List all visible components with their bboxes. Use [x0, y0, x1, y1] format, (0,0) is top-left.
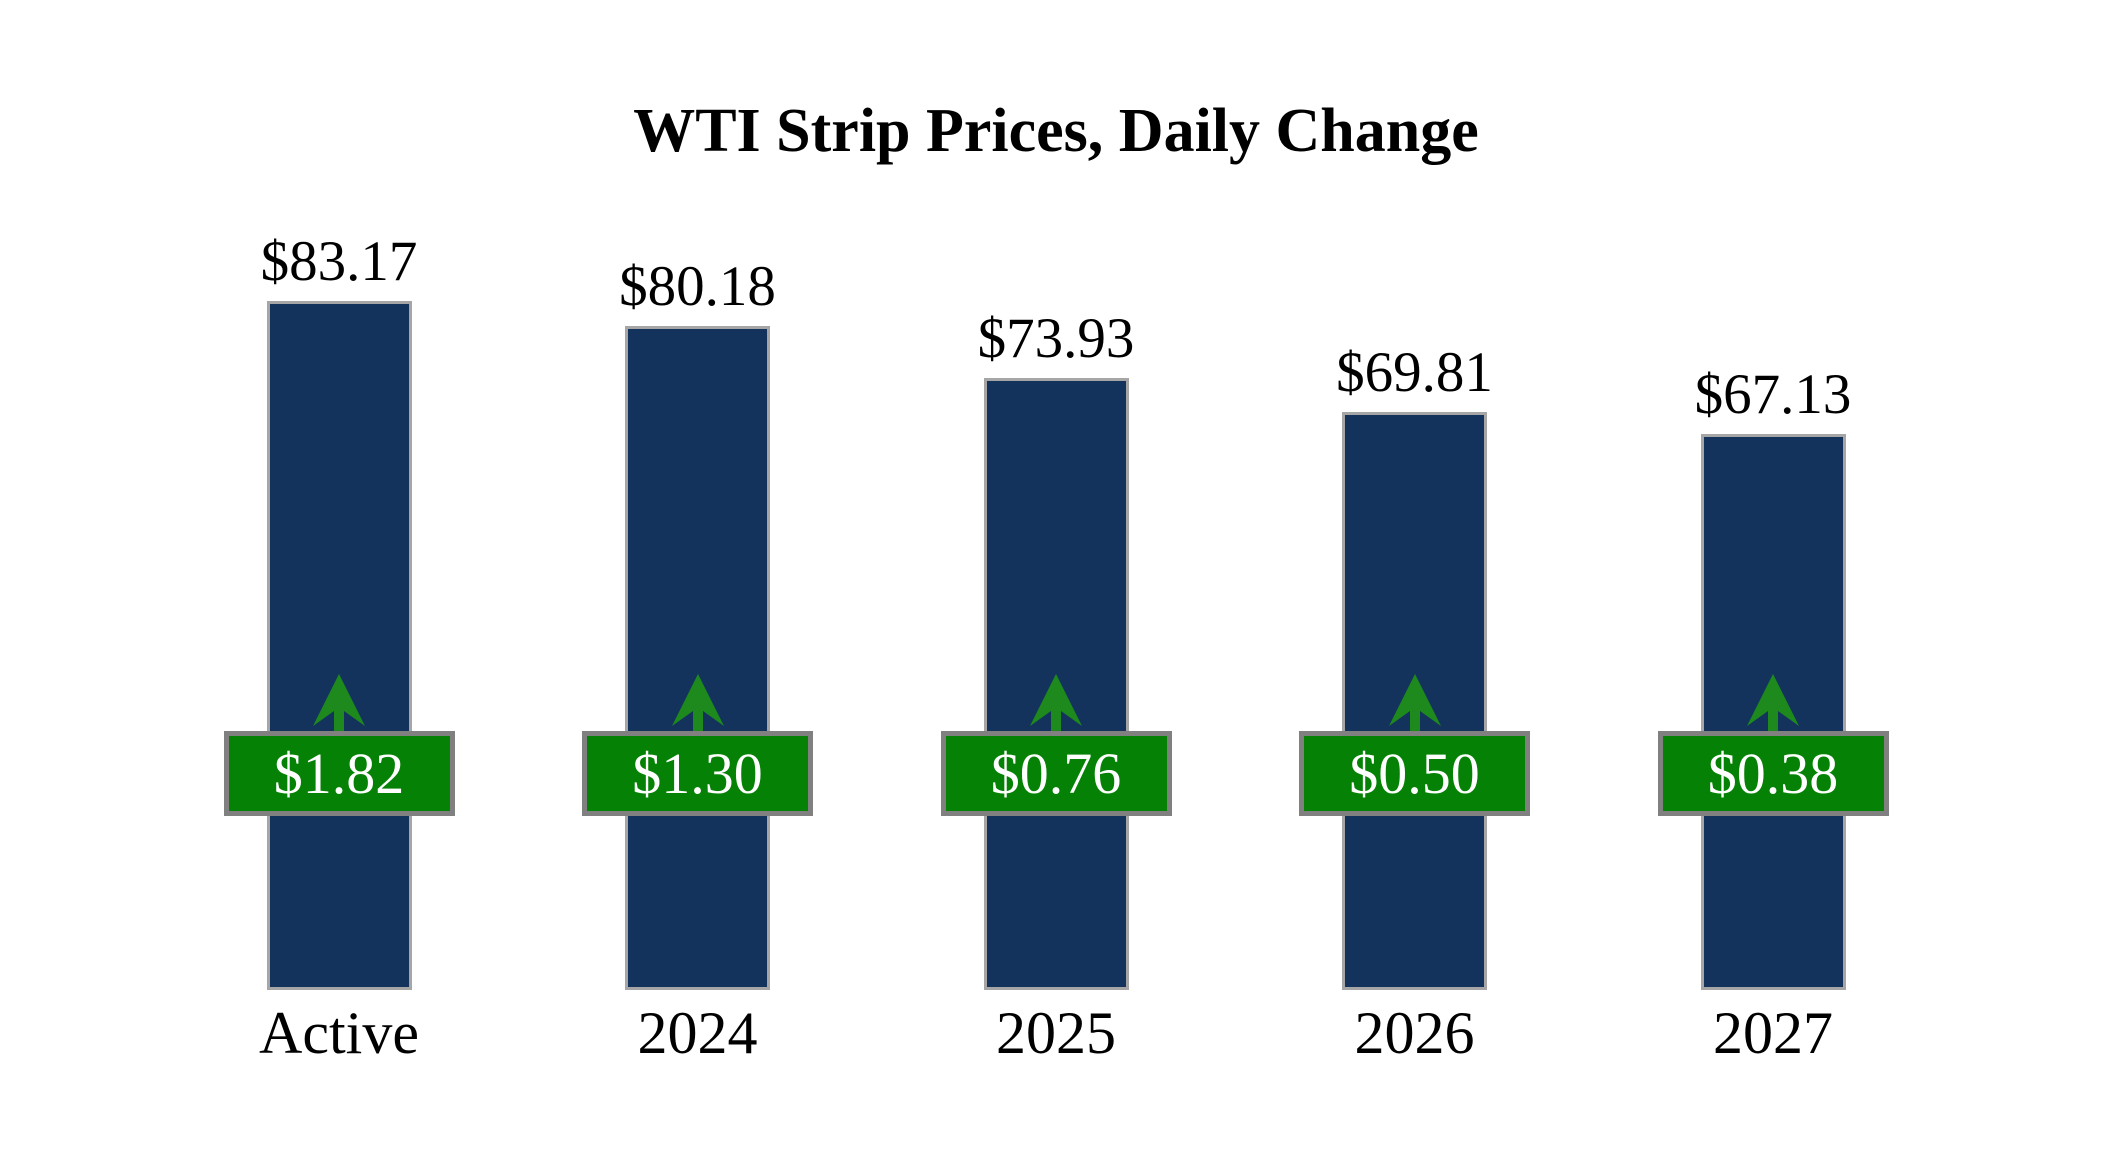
up-arrow-icon: [671, 674, 724, 731]
category-label: 2025: [996, 1000, 1116, 1066]
category-label: 2026: [1354, 1000, 1475, 1066]
bar-value-label: $73.93: [977, 306, 1135, 370]
change-badge: $1.30: [582, 731, 813, 816]
category-label: 2024: [637, 1000, 758, 1066]
up-arrow-icon: [313, 674, 365, 731]
change-badge-label: $1.30: [632, 740, 763, 806]
bar-value-label: $69.81: [1336, 340, 1493, 404]
change-badge-label: $0.50: [1349, 740, 1480, 806]
change-badge-label: $0.38: [1707, 740, 1839, 806]
category-label: Active: [259, 1000, 419, 1066]
change-badge: $0.38: [1657, 731, 1889, 816]
bar: [266, 301, 412, 990]
up-arrow-icon: [1030, 674, 1082, 731]
chart-title: WTI Strip Prices, Daily Change: [633, 97, 1479, 165]
change-badge-label: $0.76: [990, 740, 1122, 806]
bar-value-label: $80.18: [619, 254, 776, 318]
bar-value-label: $67.13: [1694, 362, 1852, 426]
category-label: 2027: [1713, 1000, 1833, 1066]
change-badge: $1.82: [223, 731, 455, 816]
change-badge: $0.50: [1299, 731, 1530, 816]
up-arrow-icon: [1747, 674, 1799, 731]
change-badge: $0.76: [940, 731, 1172, 816]
up-arrow-icon: [1388, 674, 1441, 731]
bar: [625, 325, 770, 990]
change-badge-label: $1.82: [273, 740, 405, 806]
bar-value-label: $83.17: [260, 230, 418, 293]
